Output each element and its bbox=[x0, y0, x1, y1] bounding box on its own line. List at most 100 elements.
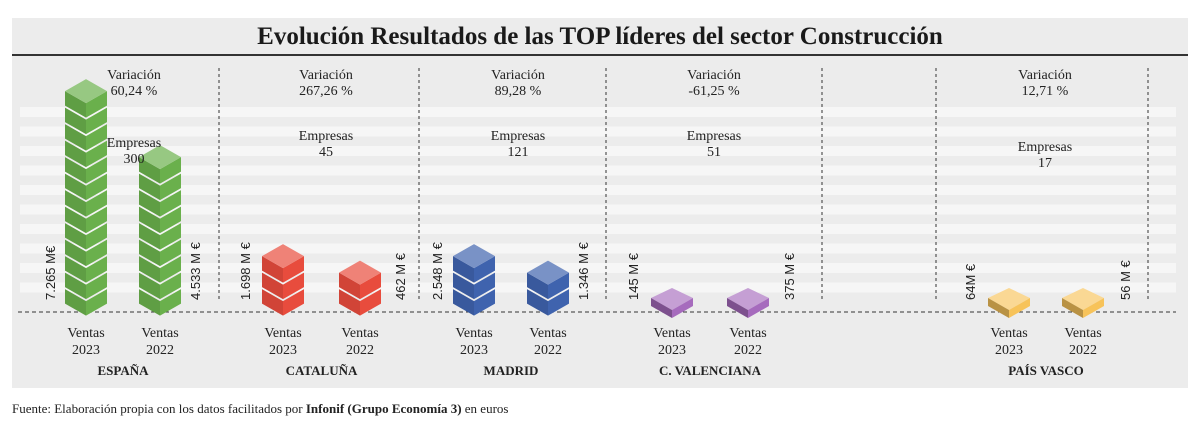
variacion-value: -61,25 % bbox=[688, 84, 740, 99]
empresas-label: Empresas bbox=[491, 129, 545, 144]
grid-stripe bbox=[20, 243, 1176, 254]
bar-block bbox=[283, 289, 304, 316]
bar-top bbox=[139, 145, 181, 170]
bar-block bbox=[86, 190, 107, 217]
bar-block bbox=[548, 289, 569, 316]
region-label: MADRID bbox=[484, 363, 539, 378]
bar-block bbox=[453, 256, 474, 283]
bar-block bbox=[453, 289, 474, 316]
bar-block bbox=[139, 239, 160, 267]
bar-block bbox=[139, 256, 160, 283]
bar-label-year: 2023 bbox=[995, 343, 1023, 358]
bar-top bbox=[527, 260, 569, 285]
chart-title: Evolución Resultados de las TOP líderes … bbox=[12, 20, 1188, 56]
grid-stripe bbox=[20, 107, 1176, 117]
grid-stripe bbox=[20, 146, 1176, 156]
variacion-value: 60,24 % bbox=[111, 84, 158, 99]
bar-espa-a-2022 bbox=[139, 145, 181, 316]
bar-label-word: Ventas bbox=[1064, 326, 1101, 341]
footer-suffix: en euros bbox=[461, 401, 509, 416]
bar-label-word: Ventas bbox=[729, 326, 766, 341]
bar-side-left bbox=[988, 298, 1009, 318]
bar-side-right bbox=[1083, 298, 1104, 318]
bar-block bbox=[86, 239, 107, 267]
variacion-value: 89,28 % bbox=[495, 84, 542, 99]
bar-block bbox=[86, 173, 107, 201]
footer-source: Infonif (Grupo Economía 3) bbox=[305, 401, 462, 416]
bar-block bbox=[139, 223, 160, 250]
bar-block bbox=[360, 272, 381, 300]
bar-block bbox=[453, 272, 474, 300]
bar-block bbox=[160, 173, 181, 201]
bar-label-year: 2022 bbox=[146, 343, 174, 358]
bar-block bbox=[86, 206, 107, 234]
bar-block bbox=[65, 124, 86, 151]
value-label: 56 M € bbox=[1118, 259, 1133, 300]
bar-block bbox=[139, 206, 160, 234]
empresas-value: 45 bbox=[319, 145, 333, 160]
bar-block bbox=[474, 256, 495, 283]
bar-block bbox=[86, 289, 107, 316]
variacion-label: Variación bbox=[687, 68, 741, 83]
bar-label-word: Ventas bbox=[264, 326, 301, 341]
bar-madrid-2022 bbox=[527, 260, 569, 316]
bar-top bbox=[1062, 288, 1104, 310]
bar-block bbox=[262, 272, 283, 300]
empresas-value: 17 bbox=[1038, 156, 1052, 171]
value-label: 4.533 M € bbox=[188, 241, 203, 300]
grid-stripe bbox=[20, 165, 1176, 176]
bar-label-word: Ventas bbox=[529, 326, 566, 341]
bar-block bbox=[86, 157, 107, 184]
value-label: 7.265 M€ bbox=[43, 245, 58, 300]
bar-label-word: Ventas bbox=[653, 326, 690, 341]
empresas-label: Empresas bbox=[687, 129, 741, 144]
bar-block bbox=[86, 124, 107, 151]
bar-block bbox=[65, 91, 86, 118]
bar-top bbox=[651, 288, 693, 310]
bar-side-right bbox=[748, 298, 769, 318]
bar-block bbox=[65, 140, 86, 168]
region-label: CATALUÑA bbox=[286, 363, 358, 378]
bar-madrid-2023 bbox=[453, 244, 495, 316]
bar-espa-a-2023 bbox=[65, 79, 107, 316]
bar-block bbox=[160, 223, 181, 250]
bar-block bbox=[139, 190, 160, 217]
bar-block bbox=[160, 206, 181, 234]
bar-label-year: 2022 bbox=[1069, 343, 1097, 358]
bar-label-year: 2022 bbox=[346, 343, 374, 358]
bar-block bbox=[262, 256, 283, 283]
source-footer: Fuente: Elaboración propia con los datos… bbox=[12, 401, 508, 417]
bar-block bbox=[65, 223, 86, 250]
grid-stripe bbox=[20, 126, 1176, 137]
bar-side-left bbox=[727, 298, 748, 318]
variacion-value: 12,71 % bbox=[1022, 84, 1069, 99]
bar-block bbox=[474, 272, 495, 300]
variacion-label: Variación bbox=[299, 68, 353, 83]
chart-panel bbox=[12, 18, 1188, 388]
variacion-label: Variación bbox=[491, 68, 545, 83]
bar-block bbox=[283, 256, 304, 283]
bar-block bbox=[86, 107, 107, 135]
bar-pa-s-vasco-2023 bbox=[988, 288, 1030, 318]
bar-label-word: Ventas bbox=[341, 326, 378, 341]
bar-catalu-a-2023 bbox=[262, 244, 304, 316]
value-label: 64M € bbox=[963, 263, 978, 300]
bar-block bbox=[65, 256, 86, 283]
region-label: PAÍS VASCO bbox=[1008, 363, 1084, 378]
bar-label-word: Ventas bbox=[141, 326, 178, 341]
bar-label-year: 2022 bbox=[534, 343, 562, 358]
bar-block bbox=[65, 190, 86, 217]
bar-block bbox=[86, 272, 107, 300]
bar-label-year: 2023 bbox=[460, 343, 488, 358]
bar-block bbox=[160, 256, 181, 283]
bar-block bbox=[548, 272, 569, 300]
bar-top bbox=[262, 244, 304, 269]
value-label: 462 M € bbox=[393, 252, 408, 300]
value-label: 1.346 M € bbox=[576, 241, 591, 300]
bar-label-word: Ventas bbox=[990, 326, 1027, 341]
bar-label-word: Ventas bbox=[455, 326, 492, 341]
bar-pa-s-vasco-2022 bbox=[1062, 288, 1104, 318]
bar-top bbox=[727, 288, 769, 310]
bar-block bbox=[527, 289, 548, 316]
bar-block bbox=[283, 272, 304, 300]
